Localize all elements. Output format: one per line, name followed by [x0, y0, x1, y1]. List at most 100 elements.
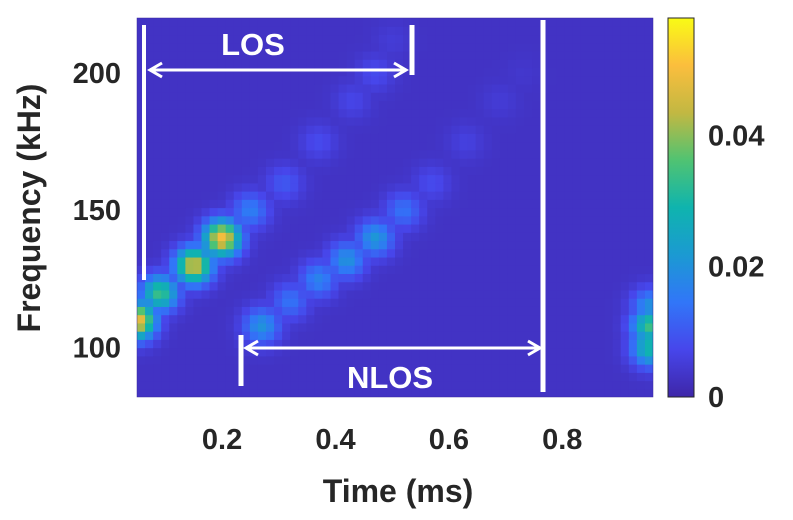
heatmap-cell: [532, 125, 541, 134]
heatmap-cell: [644, 388, 653, 397]
heatmap-cell: [524, 18, 533, 27]
heatmap-cell: [282, 182, 291, 192]
heatmap-cell: [564, 18, 573, 27]
heatmap-cell: [386, 355, 396, 365]
heatmap-cell: [403, 281, 412, 291]
heatmap-cell: [209, 207, 219, 217]
heatmap-cell: [137, 248, 146, 258]
heatmap-cell: [249, 83, 259, 93]
heatmap-cell: [419, 34, 428, 44]
heatmap-cell: [596, 298, 606, 307]
heatmap-cell: [233, 347, 243, 357]
heatmap-cell: [314, 380, 324, 390]
heatmap-cell: [411, 298, 420, 307]
heatmap-cell: [153, 133, 162, 143]
heatmap-cell: [475, 42, 485, 52]
heatmap-cell: [564, 215, 573, 225]
heatmap-cell: [306, 42, 315, 52]
heatmap-cell: [185, 364, 195, 373]
heatmap-cell: [282, 355, 291, 365]
heatmap-cell: [177, 83, 186, 93]
heatmap-cell: [548, 199, 557, 209]
heatmap-cell: [604, 281, 614, 291]
heatmap-cell: [515, 207, 525, 217]
heatmap-cell: [427, 347, 436, 357]
heatmap-cell: [137, 240, 146, 250]
heatmap-cell: [475, 34, 485, 44]
heatmap-cell: [209, 166, 219, 176]
heatmap-cell: [378, 232, 388, 242]
heatmap-cell: [217, 67, 227, 77]
heatmap-cell: [403, 364, 412, 373]
heatmap-cell: [257, 42, 267, 52]
heatmap-cell: [564, 347, 573, 357]
nlos-arrow-right-head: [527, 339, 543, 357]
heatmap-cell: [475, 364, 485, 373]
heatmap-cell: [257, 339, 267, 349]
heatmap-cell: [459, 166, 469, 176]
heatmap-cell: [233, 34, 243, 44]
heatmap-cell: [185, 42, 195, 52]
heatmap-cell: [419, 232, 428, 242]
heatmap-cell: [427, 372, 436, 382]
heatmap-cell: [515, 116, 525, 126]
heatmap-cell: [636, 281, 646, 291]
heatmap-cell: [193, 223, 203, 233]
heatmap-cell: [257, 314, 267, 324]
heatmap-cell: [443, 26, 453, 36]
heatmap-cell: [419, 314, 428, 324]
heatmap-cell: [564, 182, 573, 192]
heatmap-cell: [435, 314, 444, 324]
heatmap-cell: [233, 133, 243, 143]
heatmap-cell: [249, 59, 259, 69]
heatmap-cell: [451, 182, 461, 192]
heatmap-cell: [644, 116, 653, 126]
heatmap-cell: [475, 199, 485, 209]
heatmap-cell: [427, 18, 436, 27]
heatmap-cell: [306, 364, 315, 373]
heatmap-cell: [257, 232, 267, 242]
heatmap-cell: [475, 281, 485, 291]
heatmap-cell: [201, 92, 211, 101]
heatmap-cell: [185, 298, 195, 307]
heatmap-cell: [596, 256, 606, 266]
heatmap-cell: [580, 281, 590, 291]
heatmap-cell: [580, 207, 590, 217]
heatmap-cell: [524, 199, 533, 209]
heatmap-cell: [378, 158, 388, 167]
heatmap-cell: [225, 347, 235, 357]
heatmap-cell: [290, 380, 299, 390]
heatmap-cell: [588, 289, 598, 299]
heatmap-cell: [588, 240, 598, 250]
heatmap-cell: [483, 364, 493, 373]
heatmap-cell: [217, 207, 227, 217]
heatmap-cell: [274, 281, 283, 291]
heatmap-cell: [620, 191, 630, 200]
heatmap-cell: [225, 182, 235, 192]
heatmap-cell: [161, 223, 170, 233]
heatmap-cell: [266, 116, 275, 126]
heatmap-cell: [354, 18, 364, 27]
heatmap-cell: [491, 75, 501, 85]
heatmap-cell: [451, 240, 461, 250]
heatmap-cell: [588, 174, 598, 184]
heatmap-cell: [225, 331, 235, 340]
heatmap-cell: [572, 50, 582, 60]
heatmap-cell: [459, 67, 469, 77]
heatmap-cell: [193, 50, 203, 60]
heatmap-cell: [386, 223, 396, 233]
heatmap-cell: [177, 207, 186, 217]
heatmap-cell: [193, 289, 203, 299]
heatmap-cell: [225, 191, 235, 200]
heatmap-cell: [225, 364, 235, 373]
heatmap-cell: [588, 100, 598, 110]
heatmap-cell: [354, 75, 364, 85]
heatmap-cell: [354, 141, 364, 151]
heatmap-cell: [290, 149, 299, 159]
heatmap-cell: [483, 100, 493, 110]
heatmap-cell: [515, 67, 525, 77]
heatmap-cell: [435, 215, 444, 225]
heatmap-cell: [322, 100, 332, 110]
heatmap-cell: [362, 248, 372, 258]
heatmap-cell: [644, 355, 653, 365]
